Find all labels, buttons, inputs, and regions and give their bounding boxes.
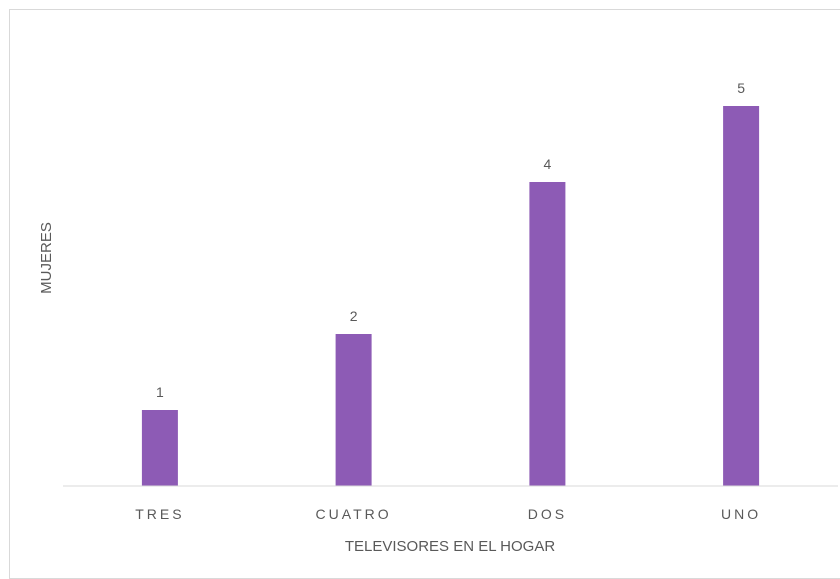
data-label-dos: 4 [544,156,552,172]
bar-uno [723,106,760,486]
category-label-tres: TRES [135,506,184,522]
y-axis-title: MUJERES [38,222,55,294]
data-label-cuatro: 2 [350,308,358,324]
bar-dos [529,182,566,486]
bars-group [141,106,760,486]
category-labels-group: TRES CUATRO DOS UNO [135,506,761,522]
category-label-cuatro: CUATRO [316,506,392,522]
data-label-tres: 1 [156,384,164,400]
data-label-uno: 5 [737,80,745,96]
category-label-dos: DOS [528,506,567,522]
bar-cuatro [335,334,372,486]
bar-tres [141,410,178,486]
x-axis-title: TELEVISORES EN EL HOGAR [345,538,556,555]
data-labels-group: 1 2 4 5 [156,80,745,400]
category-label-uno: UNO [721,506,761,522]
